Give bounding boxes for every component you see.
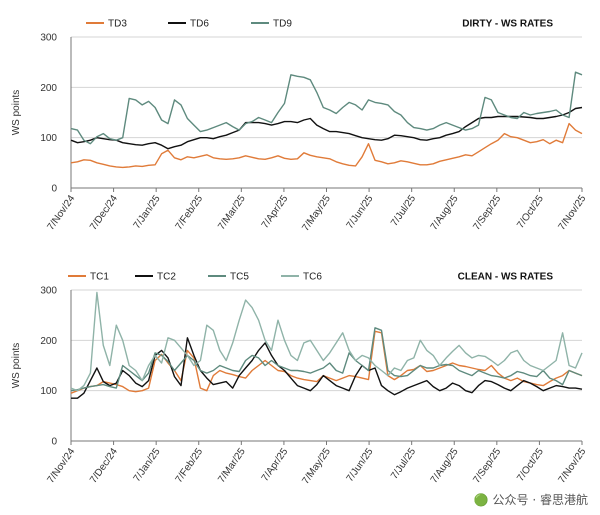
y-tick-label: 200 [40,83,57,94]
legend-label-td6: TD6 [190,19,209,30]
x-tick-label: 7/Jan/25 [132,193,163,231]
series-line-tc1 [70,330,583,394]
y-tick-label: 0 [51,184,57,195]
x-tick-label: 7/Nov/24 [45,446,77,485]
x-tick-label: 7/Feb/25 [174,193,206,232]
legend-label-tc1: TC1 [90,272,109,283]
x-tick-label: 7/Aug/25 [429,446,461,485]
x-tick-label: 7/Oct/25 [515,193,546,231]
y-tick-label: 100 [40,386,57,397]
series-line-tc5 [70,327,583,392]
x-tick-label: 7/Jul/25 [389,446,418,481]
x-tick-label: 7/Nov/25 [556,446,588,485]
legend-label-td3: TD3 [108,19,127,30]
x-tick-label: 7/Jun/25 [345,193,376,231]
x-tick-label: 7/May/25 [300,446,333,486]
series-line-tc2 [71,337,583,399]
x-tick-label: 7/Apr/25 [260,446,291,484]
legend-label-td9: TD9 [273,19,292,30]
x-tick-label: 7/Jul/25 [389,193,418,228]
chart-title: CLEAN - WS RATES [458,272,554,283]
chart-title: DIRTY - WS RATES [462,19,553,30]
x-tick-label: 7/Jan/25 [132,446,163,484]
x-tick-label: 7/Aug/25 [429,193,461,232]
x-tick-label: 7/Dec/24 [88,446,120,485]
chart-1: 0 100 200 300 WS points 7/Nov/24 7/Dec/24 7/Jan… [11,272,589,487]
series-line-td6 [70,106,583,150]
x-tick-label: 7/May/25 [300,193,333,233]
series-line-tc6 [70,291,583,392]
x-tick-label: 7/Apr/25 [260,193,291,231]
legend-label-tc6: TC6 [303,272,322,283]
x-tick-label: 7/Mar/25 [216,193,248,232]
legend-label-tc2: TC2 [157,272,176,283]
y-tick-label: 0 [51,437,57,448]
y-axis-label: WS points [11,343,22,389]
y-tick-label: 300 [40,286,57,297]
y-tick-label: 300 [40,33,57,44]
watermark: 🟢 公众号 · 睿思港航 [469,490,592,509]
x-tick-label: 7/Sep/25 [471,193,503,232]
series-line-td9 [70,71,583,145]
x-tick-label: 7/Oct/25 [515,446,546,484]
x-tick-label: 7/Feb/25 [174,446,206,485]
y-tick-label: 200 [40,336,57,347]
x-tick-label: 7/Dec/24 [88,193,120,232]
series-line-td3 [70,122,583,169]
x-tick-label: 7/Sep/25 [471,446,503,485]
legend-label-tc5: TC5 [230,272,249,283]
y-tick-label: 100 [40,133,57,144]
chart-0: 0 100 200 300 WS points 7/Nov/24 7/Dec/24 7/Jan… [11,19,589,234]
y-axis-label: WS points [11,90,22,136]
x-tick-label: 7/Nov/24 [45,193,77,232]
x-tick-label: 7/Mar/25 [216,446,248,485]
x-tick-label: 7/Nov/25 [556,193,588,232]
x-tick-label: 7/Jun/25 [345,446,376,484]
